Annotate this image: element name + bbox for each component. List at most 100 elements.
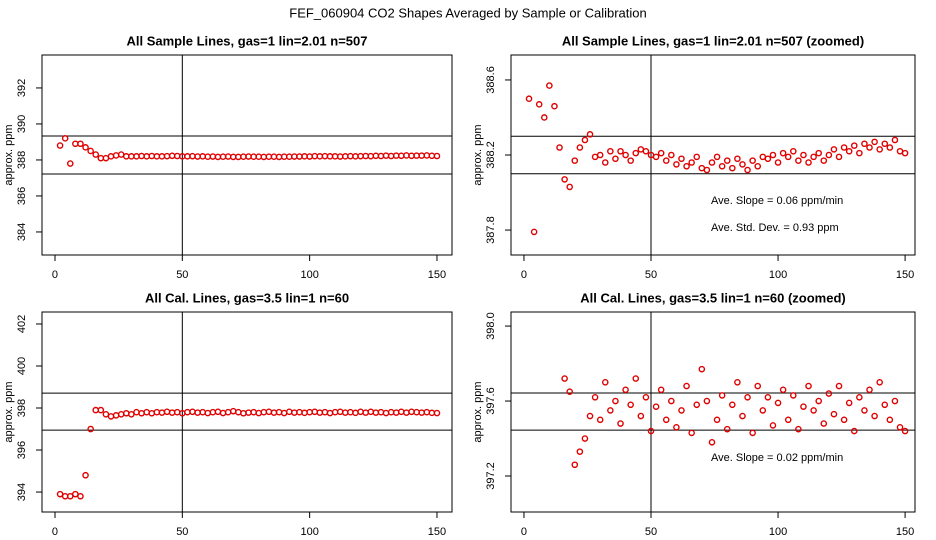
point: [713, 153, 721, 161]
point: [739, 161, 746, 168]
point: [546, 82, 553, 89]
point: [779, 149, 787, 157]
x-tick-label: 0: [521, 269, 527, 281]
point: [871, 412, 878, 420]
point: [881, 401, 889, 409]
point: [204, 409, 212, 417]
point: [189, 408, 196, 416]
point: [713, 416, 721, 424]
point: [540, 114, 548, 121]
point: [861, 140, 868, 148]
point: [749, 429, 756, 437]
x-tick-label: 150: [896, 526, 914, 538]
point: [698, 365, 706, 373]
point: [810, 153, 817, 161]
point: [581, 136, 589, 144]
point: [260, 408, 268, 416]
y-axis-label: approx. ppm: [3, 124, 15, 185]
point: [856, 149, 863, 157]
point: [805, 159, 812, 166]
point: [881, 140, 889, 148]
point: [66, 160, 74, 167]
point: [591, 393, 599, 401]
point: [876, 146, 883, 153]
point: [561, 375, 568, 382]
point: [825, 151, 833, 159]
point: [662, 157, 670, 164]
point: [774, 159, 782, 166]
point: [744, 166, 751, 174]
point: [647, 427, 655, 435]
point: [586, 412, 594, 420]
point: [840, 416, 848, 424]
point: [311, 408, 319, 416]
point: [617, 420, 624, 427]
y-tick-label: 390: [16, 115, 28, 133]
point: [163, 408, 171, 416]
point: [871, 138, 878, 146]
point: [87, 425, 94, 433]
point: [423, 408, 431, 416]
point: [723, 157, 731, 164]
point: [612, 397, 619, 405]
y-tick-label: 388.6: [485, 66, 497, 94]
annotation: Ave. Slope = 0.06 ppm/min: [711, 195, 843, 207]
point: [184, 408, 191, 416]
point: [97, 406, 105, 414]
point: [678, 407, 685, 414]
point: [901, 427, 909, 435]
point: [398, 408, 405, 416]
point: [830, 146, 838, 153]
point: [367, 408, 375, 416]
y-tick-label: 386: [16, 187, 28, 205]
point: [566, 388, 573, 395]
point: [708, 438, 716, 446]
point: [810, 407, 817, 414]
point: [627, 157, 634, 164]
point: [255, 409, 263, 417]
point: [586, 131, 594, 138]
point: [219, 409, 227, 417]
point: [306, 408, 313, 416]
point: [891, 397, 899, 405]
point: [153, 408, 161, 416]
point: [693, 153, 701, 161]
point: [387, 408, 395, 416]
x-tick-label: 100: [769, 526, 787, 538]
point: [143, 408, 150, 416]
point: [235, 408, 242, 416]
y-tick-label: 387.8: [485, 216, 497, 244]
point: [357, 408, 364, 416]
point: [571, 157, 579, 164]
point: [668, 151, 675, 159]
y-tick-label: 397.6: [485, 387, 497, 415]
x-tick-label: 150: [428, 269, 446, 281]
point: [723, 425, 731, 433]
point: [194, 409, 201, 416]
chart-title: All Cal. Lines, gas=3.5 lin=1 n=60: [145, 290, 349, 305]
x-tick-label: 100: [300, 269, 318, 281]
point: [87, 147, 94, 155]
point: [612, 155, 619, 163]
point: [718, 392, 726, 399]
point: [784, 416, 792, 424]
point: [56, 142, 64, 149]
point: [117, 411, 125, 418]
y-tick-label: 394: [16, 483, 28, 501]
point: [683, 382, 690, 390]
point: [576, 448, 584, 455]
x-tick-label: 50: [176, 526, 188, 538]
point: [866, 386, 873, 394]
point: [835, 382, 843, 390]
y-tick-label: 402: [16, 315, 28, 333]
point: [678, 155, 685, 163]
point: [296, 408, 303, 416]
point: [82, 144, 89, 151]
point: [800, 403, 807, 410]
y-axis-label: approx. ppm: [3, 381, 15, 442]
y-tick-label: 388.2: [485, 141, 497, 169]
point: [815, 149, 823, 157]
point: [896, 423, 904, 431]
point: [596, 416, 604, 424]
point: [280, 409, 288, 417]
